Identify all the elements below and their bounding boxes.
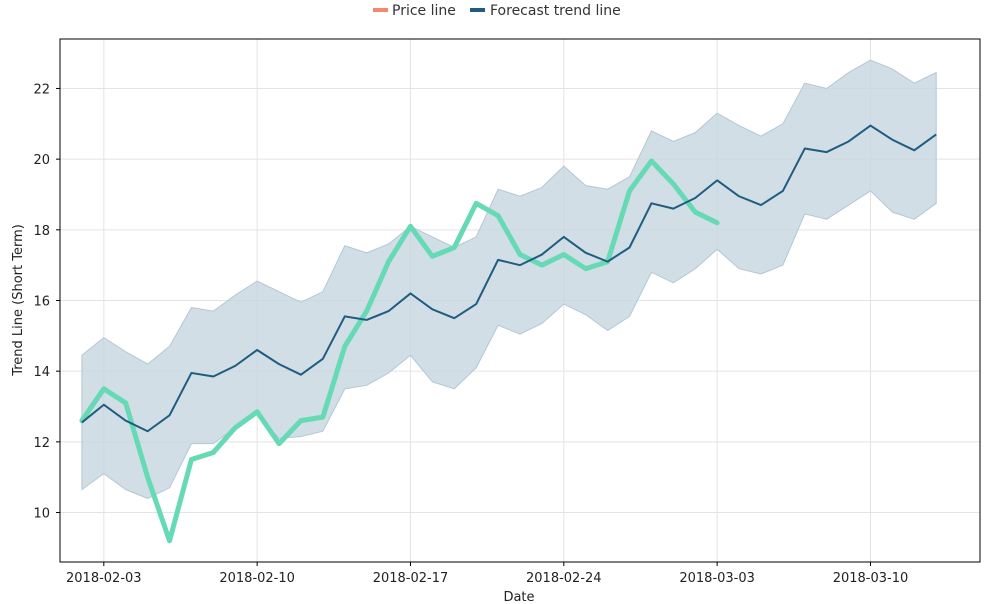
legend: Price line Forecast trend line [373, 3, 621, 19]
y-tick-label: 16 [33, 295, 50, 310]
y-tick-label: 20 [33, 153, 50, 168]
y-tick-label: 12 [33, 436, 50, 451]
legend-item-forecast: Forecast trend line [470, 3, 621, 19]
y-axis-label: Trend Line (Short Term) [11, 224, 26, 377]
y-tick-label: 10 [33, 507, 50, 522]
confidence-band-layer [81, 59, 937, 499]
x-tick-label: 2018-02-17 [373, 571, 449, 586]
legend-item-price: Price line [373, 3, 456, 19]
x-axis-ticks: 2018-02-03 2018-02-10 2018-02-17 2018-02-24… [66, 562, 908, 586]
price-line [79, 158, 720, 544]
x-tick-label: 2018-03-03 [679, 571, 755, 586]
y-tick-label: 18 [33, 224, 50, 239]
legend-label-price: Price line [392, 3, 456, 19]
x-axis-label: Date [503, 590, 534, 604]
legend-label-forecast: Forecast trend line [490, 3, 621, 19]
series-lines [79, 124, 937, 544]
y-tick-label: 14 [33, 365, 50, 380]
forecast-trend-line [81, 124, 937, 433]
x-tick-label: 2018-03-10 [833, 571, 909, 586]
x-tick-label: 2018-02-24 [526, 571, 602, 586]
y-tick-label: 22 [33, 82, 50, 97]
x-tick-label: 2018-02-10 [219, 571, 295, 586]
forecast-confidence-band [81, 59, 937, 499]
x-tick-label: 2018-02-03 [66, 571, 142, 586]
y-axis-ticks: 10 12 14 16 18 20 22 [33, 82, 60, 522]
